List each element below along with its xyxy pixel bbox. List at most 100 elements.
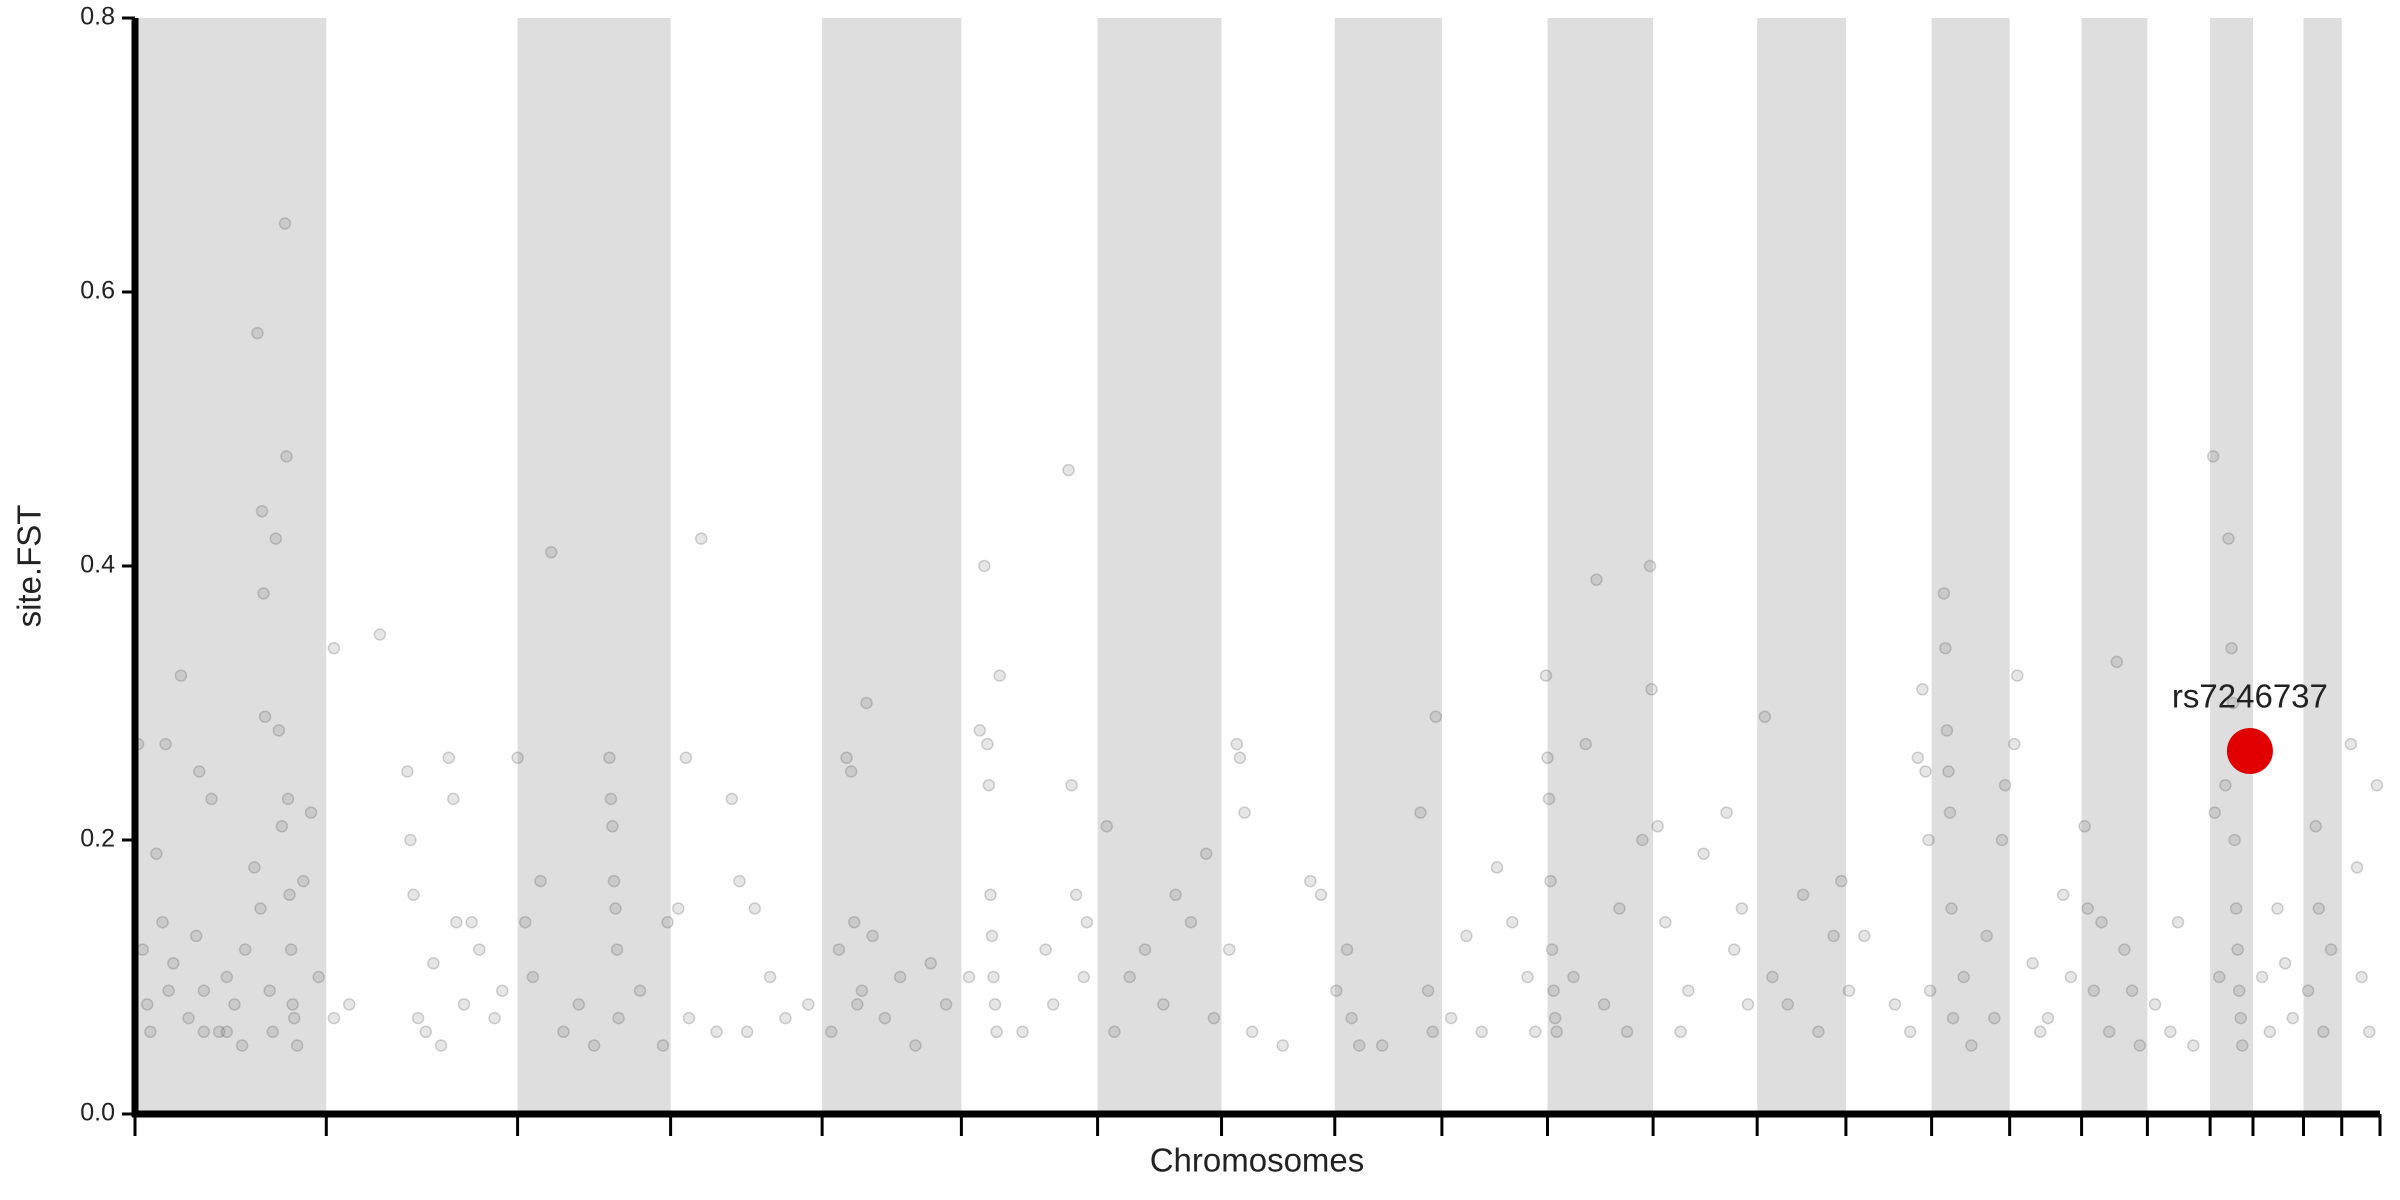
snp-point <box>1541 751 1554 765</box>
snp-point <box>1590 573 1603 586</box>
chromosome-band <box>135 18 327 1114</box>
snp-point <box>286 998 299 1011</box>
snp-point <box>2255 970 2269 984</box>
snp-point <box>1812 1025 1825 1039</box>
snp-point <box>1835 874 1848 888</box>
snp-point <box>1888 998 1902 1011</box>
chromosome-band <box>2081 18 2148 1114</box>
snp-point <box>607 874 621 888</box>
snp-point <box>404 833 417 847</box>
snp-point <box>962 970 976 984</box>
y-tick-label: 0.2 <box>80 825 115 853</box>
snp-point <box>2125 984 2139 997</box>
snp-point <box>1741 998 1755 1011</box>
snp-point <box>1138 943 1152 956</box>
snp-point <box>1697 847 1710 860</box>
chromosome-band <box>1757 18 1846 1114</box>
snp-point <box>1169 888 1182 902</box>
snp-point <box>304 806 318 819</box>
snp-point <box>1069 888 1083 902</box>
snp-point <box>1957 970 1970 984</box>
snp-point <box>2231 943 2244 956</box>
snp-point <box>860 696 873 710</box>
snp-point <box>248 861 261 874</box>
y-tick-label: 0.8 <box>80 3 115 31</box>
snp-point <box>263 984 276 997</box>
snp-point <box>2008 737 2021 751</box>
snp-point <box>1682 984 1695 997</box>
snp-point <box>534 874 547 888</box>
snp-point <box>2350 861 2364 874</box>
chromosome-bands <box>135 18 2342 1114</box>
snp-point <box>373 628 387 641</box>
chromosome-band <box>1334 18 1442 1114</box>
snp-point <box>1314 888 1328 902</box>
chromosome-band <box>2210 18 2253 1114</box>
snp-point <box>557 1025 570 1039</box>
snp-point <box>1222 943 1236 956</box>
snp-point <box>1651 820 1664 833</box>
snp-point <box>255 504 269 518</box>
snp-point <box>327 1011 341 1025</box>
snp-point <box>488 1011 501 1025</box>
snp-point <box>832 943 846 956</box>
snp-point <box>1945 902 1958 915</box>
snp-point <box>984 888 997 902</box>
axes: 0.0 0.2 0.4 0.6 0.8 <box>80 3 2382 1136</box>
snp-point <box>2011 669 2024 682</box>
snp-point <box>661 915 674 929</box>
snp-point <box>2229 902 2243 915</box>
snp-point <box>2081 902 2094 915</box>
snp-point <box>748 902 762 915</box>
snp-point <box>290 1039 304 1052</box>
snp-point <box>220 1025 234 1039</box>
snp-point <box>1965 1039 1978 1052</box>
snp-point <box>1506 915 1519 929</box>
snp-point <box>1100 820 1114 833</box>
snp-point <box>427 957 440 970</box>
snp-point <box>1238 806 1251 819</box>
snp-point <box>924 957 938 970</box>
snp-point <box>2078 820 2091 833</box>
snp-point <box>825 1025 838 1039</box>
y-axis-label: site.FST <box>11 505 48 628</box>
snp-point <box>281 792 295 806</box>
snp-point <box>610 943 624 956</box>
snp-point <box>457 998 471 1011</box>
snp-point <box>1720 806 1733 819</box>
snp-point <box>1340 943 1354 956</box>
snp-point <box>269 532 283 545</box>
snp-point <box>1579 737 1593 751</box>
snp-point <box>2301 984 2315 997</box>
snp-point <box>2102 1025 2116 1039</box>
snp-point <box>2213 970 2226 984</box>
snp-point <box>1108 1025 1121 1039</box>
snp-point <box>1613 902 1626 915</box>
snp-point <box>1426 1025 1439 1039</box>
snp-point <box>844 765 858 778</box>
snp-point <box>878 1011 892 1025</box>
snp-point <box>855 984 869 997</box>
snp-point <box>851 998 864 1011</box>
snp-point <box>1065 778 1078 792</box>
snp-point <box>1735 902 1749 915</box>
snp-point <box>2271 902 2284 915</box>
snp-point <box>1353 1039 1366 1052</box>
snp-point <box>442 751 455 765</box>
snp-point <box>297 874 310 888</box>
chromosome-band <box>1097 18 1222 1114</box>
snp-point <box>978 559 991 573</box>
snp-point <box>257 587 270 600</box>
snp-point <box>848 915 861 929</box>
snp-point <box>220 970 234 984</box>
snp-point <box>2148 998 2162 1011</box>
snp-point <box>1421 984 1435 997</box>
chromosome-band <box>2303 18 2342 1114</box>
snp-point <box>587 1039 601 1052</box>
snp-point <box>228 998 241 1011</box>
points: rs7246737 <box>131 217 2384 1052</box>
snp-point <box>1922 833 1935 847</box>
snp-point <box>150 847 163 860</box>
snp-point <box>1727 943 1741 956</box>
snp-point <box>840 751 853 765</box>
